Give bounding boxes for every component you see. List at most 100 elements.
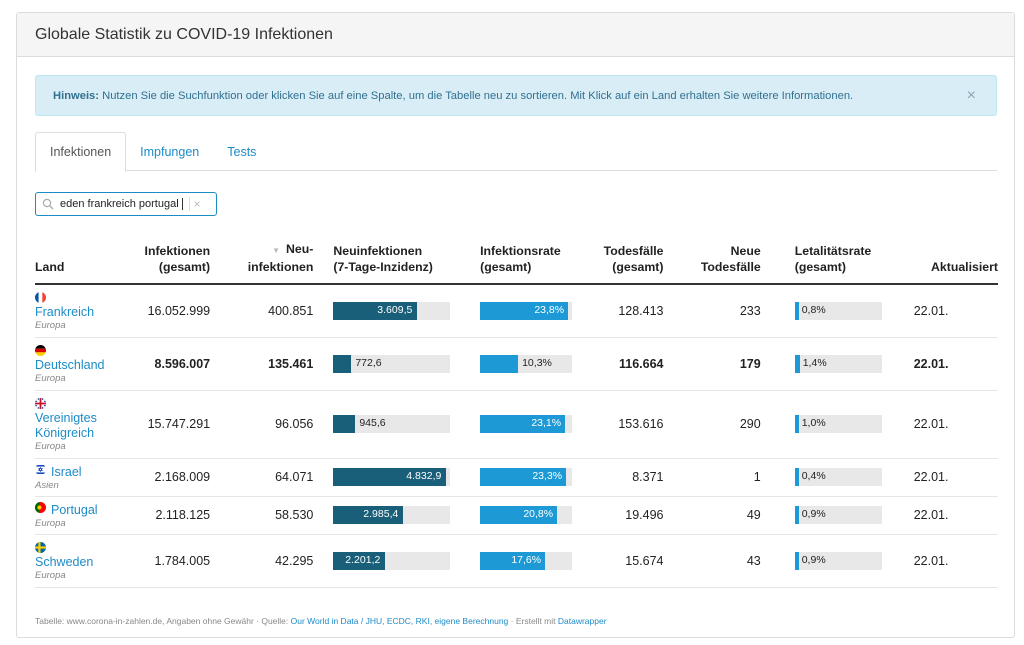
table-row[interactable]: Schweden Europa 1.784.005 42.295 2.201,2 … — [35, 534, 998, 588]
cell-letalitaetsrate: 0,9% — [766, 534, 888, 588]
col-neuinfektionen[interactable]: ▼ Neu-infektionen — [216, 235, 320, 285]
cell-neue-todesfaelle: 179 — [669, 337, 767, 391]
cell-aktualisiert: 22.01. — [887, 534, 998, 588]
cell-neuinfektionen: 42.295 — [216, 534, 320, 588]
search-input[interactable]: eden frankreich portugal × — [35, 192, 217, 216]
cell-land: Israel Asien — [35, 458, 127, 497]
cell-infektionsrate: 10,3% — [464, 337, 579, 391]
letal-bar-track: 1,0% — [794, 415, 882, 433]
country-link[interactable]: Portugal — [35, 502, 98, 517]
cell-neue-todesfaelle: 49 — [669, 496, 767, 535]
col-land[interactable]: Land — [35, 235, 127, 285]
cell-letalitaetsrate: 1,0% — [766, 390, 888, 459]
rate-value: 10,3% — [522, 356, 552, 369]
datawrapper-link[interactable]: Datawrapper — [557, 616, 607, 626]
search-value: eden frankreich portugal — [60, 198, 179, 210]
cell-neue-todesfaelle: 1 — [669, 458, 767, 497]
letal-bar-track: 0,9% — [794, 551, 882, 570]
col-neue-todesfaelle[interactable]: Neue Todesfälle — [669, 235, 767, 285]
letal-bar-track: 0,8% — [794, 301, 882, 320]
table-row[interactable]: Israel Asien 2.168.009 64.071 4.832,9 23,… — [35, 458, 998, 497]
letal-bar-track: 0,9% — [794, 506, 882, 524]
table-row[interactable]: Frankreich Europa 16.052.999 400.851 3.60… — [35, 284, 998, 338]
tab-infektionen[interactable]: Infektionen — [35, 132, 127, 172]
inzidenz-bar-track: 945,6 — [333, 415, 451, 433]
il-flag-icon — [35, 464, 46, 475]
cell-neuinfektionen: 135.461 — [216, 337, 320, 391]
rate-bar-track: 23,3% — [480, 468, 573, 486]
inzidenz-bar — [333, 506, 404, 524]
covid-table: Land Infektionen (gesamt) ▼ Neu-infektione… — [35, 235, 998, 588]
cell-land: Vereinigtes Königreich Europa — [35, 390, 127, 459]
table-row[interactable]: Portugal Europa 2.118.125 58.530 2.985,4 … — [35, 496, 998, 535]
rate-value: 23,8% — [534, 303, 565, 316]
table-row[interactable]: Deutschland Europa 8.596.007 135.461 772,… — [35, 337, 998, 391]
letal-bar — [794, 354, 800, 373]
footer-text-mid: · Erstellt mit — [508, 616, 558, 626]
inzidenz-bar-track: 2.201,2 — [333, 551, 451, 570]
rate-value: 17,6% — [511, 553, 542, 566]
region-label: Asien — [35, 480, 59, 491]
cell-infektionen: 2.168.009 — [126, 458, 217, 497]
cell-infektionsrate: 23,8% — [464, 284, 579, 338]
col-infektionsrate[interactable]: Infektionsrate (gesamt) — [464, 235, 579, 285]
cell-infektionen: 15.747.291 — [126, 390, 217, 459]
cell-todesfaelle: 128.413 — [578, 284, 670, 338]
cell-neuinfektionen: 64.071 — [216, 458, 320, 497]
cell-aktualisiert: 22.01. — [887, 496, 998, 535]
inzidenz-bar — [333, 354, 352, 373]
cell-neuinfektionen: 58.530 — [216, 496, 320, 535]
country-link[interactable]: Vereinigtes Königreich — [35, 410, 97, 440]
cell-inzidenz: 945,6 — [319, 390, 465, 459]
alert-label: Hinweis: — [53, 89, 100, 102]
close-icon[interactable]: × — [966, 87, 976, 104]
inzidenz-bar-track: 2.985,4 — [333, 506, 451, 524]
tab-tests[interactable]: Tests — [227, 144, 257, 159]
cell-land: Deutschland Europa — [35, 337, 127, 391]
cell-todesfaelle: 116.664 — [578, 337, 670, 391]
tab-impfungen[interactable]: Impfungen — [140, 144, 200, 159]
cell-land: Schweden Europa — [35, 534, 127, 588]
letal-value: 0,9% — [801, 553, 826, 566]
rate-bar-track: 23,1% — [480, 415, 573, 433]
text-cursor — [181, 198, 183, 210]
cell-aktualisiert: 22.01. — [887, 284, 998, 338]
col-todesfaelle[interactable]: Todesfälle (gesamt) — [578, 235, 670, 285]
clear-search-icon[interactable]: × — [188, 197, 201, 211]
col-infektionen[interactable]: Infektionen (gesamt) — [126, 235, 217, 285]
inzidenz-value: 945,6 — [359, 417, 386, 429]
source-link[interactable]: Our World in Data / JHU, ECDC, RKI, eige… — [290, 616, 509, 626]
letal-bar — [794, 506, 799, 524]
rate-bar — [480, 415, 566, 433]
cell-inzidenz: 2.985,4 — [319, 496, 465, 535]
cell-neuinfektionen: 400.851 — [216, 284, 320, 338]
table-row[interactable]: Vereinigtes Königreich Europa 15.747.291 … — [35, 390, 998, 459]
letal-value: 1,4% — [802, 356, 827, 369]
rate-bar-track: 10,3% — [480, 354, 573, 373]
country-link[interactable]: Schweden — [35, 554, 94, 569]
alert-text: Nutzen Sie die Suchfunktion oder klicken… — [102, 89, 854, 102]
region-label: Europa — [35, 518, 66, 529]
country-link[interactable]: Deutschland — [35, 357, 105, 372]
country-link[interactable]: Frankreich — [35, 304, 95, 319]
rate-bar — [480, 354, 519, 373]
cell-letalitaetsrate: 0,8% — [766, 284, 888, 338]
rate-bar — [480, 506, 558, 524]
cell-todesfaelle: 8.371 — [578, 458, 670, 497]
country-link[interactable]: Israel — [35, 464, 82, 479]
cell-inzidenz: 3.609,5 — [319, 284, 465, 338]
col-aktualisiert[interactable]: Aktualisiert — [887, 235, 998, 285]
cell-inzidenz: 772,6 — [319, 337, 465, 391]
footer-text: Tabelle: www.corona-in-zahlen.de, Angabe… — [35, 616, 291, 626]
col-inzidenz[interactable]: Neuinfektionen (7-Tage-Inzidenz) — [319, 235, 465, 285]
cell-infektionen: 16.052.999 — [126, 284, 217, 338]
rate-value: 23,1% — [531, 417, 562, 429]
hint-alert: Hinweis: Nutzen Sie die Suchfunktion ode… — [35, 75, 997, 116]
cell-land: Portugal Europa — [35, 496, 127, 535]
cell-infektionsrate: 17,6% — [464, 534, 579, 588]
inzidenz-value: 2.985,4 — [363, 508, 399, 520]
cell-infektionen: 8.596.007 — [126, 337, 217, 391]
sort-desc-icon: ▼ — [272, 246, 281, 255]
col-letalitaetsrate[interactable]: Letalitätsrate (gesamt) — [766, 235, 888, 285]
cell-infektionen: 2.118.125 — [126, 496, 217, 535]
